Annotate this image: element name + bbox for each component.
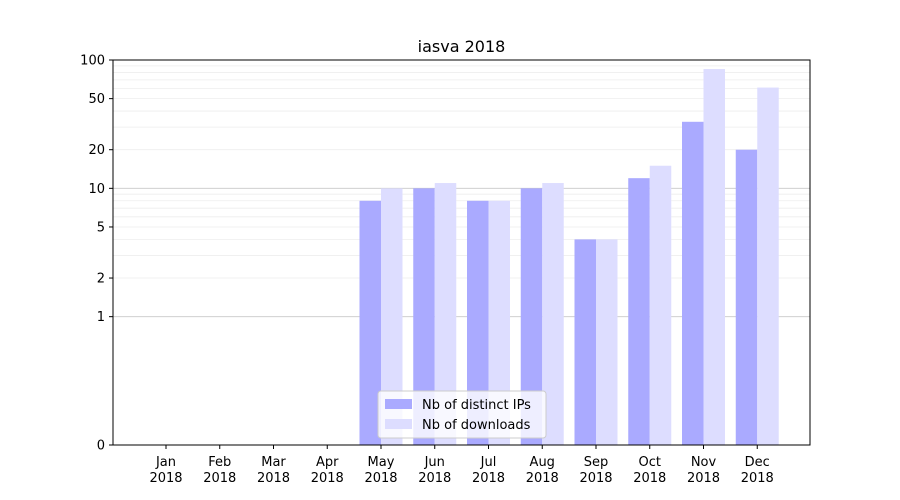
x-tick-label-month: Feb <box>208 455 231 470</box>
legend-label: Nb of distinct IPs <box>422 398 531 413</box>
x-tick-label-year: 2018 <box>472 471 505 486</box>
legend: Nb of distinct IPs Nb of downloads <box>377 390 547 439</box>
x-tick-label-year: 2018 <box>741 471 774 486</box>
bar-distinct-ips <box>628 178 650 445</box>
x-tick-label-month: Sep <box>584 455 609 470</box>
y-tick-label: 1 <box>97 310 105 325</box>
x-tick-label-month: Jan <box>155 455 176 470</box>
bar-distinct-ips <box>574 239 596 445</box>
plot-frame <box>112 59 811 446</box>
x-tick-label-year: 2018 <box>418 471 451 486</box>
x-tick-label-month: Mar <box>261 455 286 470</box>
y-tick-label: 2 <box>97 272 105 287</box>
x-tick-label-year: 2018 <box>257 471 290 486</box>
x-tick-label-year: 2018 <box>687 471 720 486</box>
x-tick-label-month: Dec <box>745 455 770 470</box>
x-tick-label-month: Oct <box>639 455 661 470</box>
x-tick-label-month: Aug <box>530 455 555 470</box>
x-tick-label-year: 2018 <box>526 471 559 486</box>
x-tick-label-year: 2018 <box>633 471 666 486</box>
grid-lines <box>113 65 810 318</box>
bar-distinct-ips <box>413 188 435 446</box>
bar-distinct-ips <box>467 200 489 445</box>
x-tick-label-month: May <box>368 455 395 470</box>
x-tick-label-year: 2018 <box>203 471 236 486</box>
bar-downloads <box>434 183 457 445</box>
x-tick-label-month: Jul <box>480 455 497 470</box>
bar-distinct-ips <box>359 200 381 445</box>
bar-distinct-ips <box>682 121 704 445</box>
legend-swatch <box>385 419 412 429</box>
bar-downloads <box>757 87 779 445</box>
bar-downloads <box>703 69 725 445</box>
chart-title: iasva 2018 <box>418 37 506 56</box>
y-tick-label: 5 <box>97 220 105 235</box>
y-tick-label: 10 <box>88 182 105 197</box>
x-tick-label-year: 2018 <box>579 471 612 486</box>
x-axis: Jan2018Feb2018Mar2018Apr2018May2018Jun20… <box>149 445 774 486</box>
bar-downloads <box>542 183 564 445</box>
y-tick-label: 100 <box>80 54 105 69</box>
bar-distinct-ips <box>520 188 543 446</box>
bar-downloads <box>649 165 672 445</box>
bar-distinct-ips <box>735 149 758 445</box>
bar-downloads <box>381 188 403 446</box>
x-tick-label-year: 2018 <box>364 471 397 486</box>
y-tick-label: 50 <box>88 92 105 107</box>
x-tick-label-year: 2018 <box>311 471 344 486</box>
y-tick-label: 0 <box>97 439 105 454</box>
x-tick-label-month: Jun <box>424 455 445 470</box>
legend-label: Nb of downloads <box>422 418 531 433</box>
y-axis: 0 1 2 5 10 20 50 100 <box>80 54 113 454</box>
legend-box <box>377 390 547 439</box>
y-tick-label: 20 <box>88 143 105 158</box>
bars <box>359 69 779 446</box>
bar-downloads <box>488 200 510 445</box>
x-tick-label-month: Apr <box>316 455 339 470</box>
x-tick-label-year: 2018 <box>149 471 182 486</box>
bar-downloads <box>596 239 618 445</box>
x-tick-label-month: Nov <box>691 455 717 470</box>
legend-swatch <box>385 399 412 409</box>
